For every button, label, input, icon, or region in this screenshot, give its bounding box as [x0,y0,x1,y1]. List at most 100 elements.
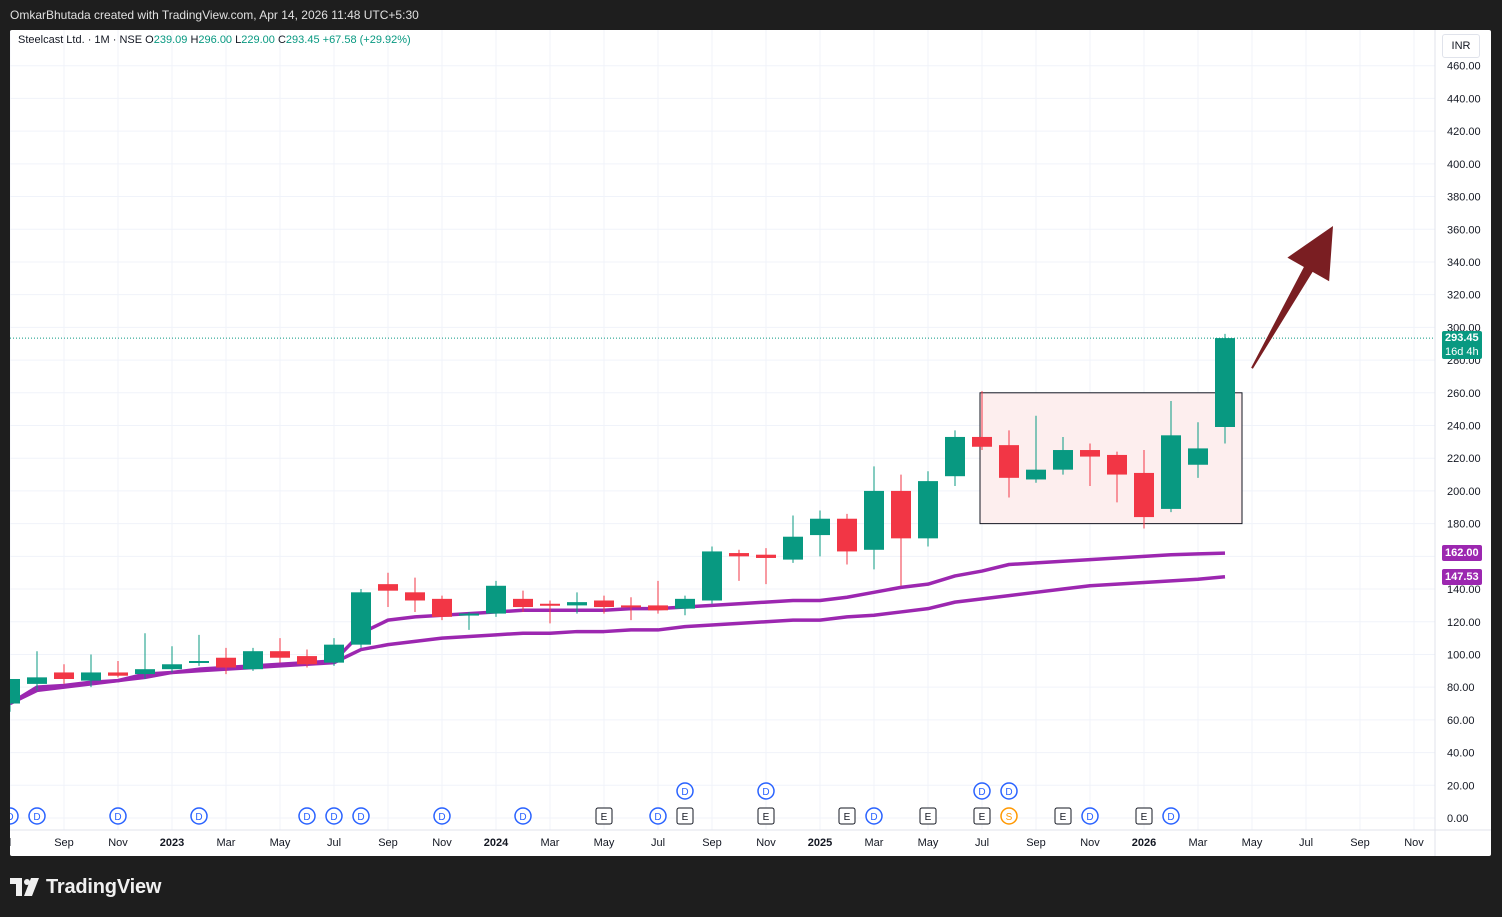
dividend-marker-label: D [195,812,202,823]
candle-body [594,600,614,608]
candle-body [702,551,722,601]
dividend-marker-label: D [870,812,877,823]
earnings-marker [838,807,856,825]
close-label: C [277,34,286,46]
x-tick-label: 2023 [160,837,184,849]
candle-body [378,584,398,591]
tradingview-logo-icon [10,878,39,896]
candle-body [1053,450,1073,470]
dividend-marker [190,807,208,825]
candle-body [216,657,236,668]
ma-upper-tag: 162.00 [1442,545,1482,561]
candle-body [621,605,641,608]
y-tick-label: 120.00 [1447,617,1481,629]
x-tick-label: l [10,837,11,849]
dividend-marker-label: D [762,787,769,798]
candle-body [729,553,749,557]
candle-body [783,536,803,560]
candle-body [486,585,506,614]
dividend-marker-label: D [519,812,526,823]
x-tick-label: Mar [217,837,236,849]
x-tick-label: Jul [975,837,989,849]
y-tick-label: 440.00 [1447,93,1481,105]
x-tick-label: Sep [702,837,722,849]
candle-body [972,436,992,447]
y-tick-label: 0.00 [1447,813,1468,825]
currency-button[interactable]: INR [1442,34,1480,58]
candle-body [1026,469,1046,480]
candle-body [648,605,668,611]
last-price-tag: 293.45 16d 4h [1442,331,1482,359]
earnings-marker [919,807,937,825]
candle-body [162,664,182,670]
dividend-marker-label: D [303,812,310,823]
candle-body [810,518,830,536]
dividend-marker [10,807,19,825]
high-value: 296.00 [198,34,233,46]
low-label: L [235,34,242,46]
y-tick-label: 80.00 [1447,682,1475,694]
candle-body [675,598,695,609]
y-tick-label: 100.00 [1447,649,1481,661]
x-tick-label: May [270,837,291,849]
candle-body [297,656,317,665]
earnings-marker-label: E [844,812,851,823]
candle-body [567,602,587,606]
candle-body [189,661,209,664]
dividend-marker [298,807,316,825]
candle-body [891,490,911,539]
dividend-marker [325,807,343,825]
y-tick-label: 400.00 [1447,159,1481,171]
candle-body [324,644,344,663]
x-tick-label: Sep [54,837,74,849]
x-tick-label: Sep [1026,837,1046,849]
brand-name: TradingView [46,875,162,898]
candle-body [81,672,101,681]
symbol-name: Steelcast Ltd. · 1M · NSE [18,34,143,46]
x-tick-label: Nov [1080,837,1100,849]
dividend-marker [28,807,46,825]
candle-body [1107,454,1127,475]
dividend-marker-label: D [654,812,661,823]
candle-body [27,677,47,684]
x-tick-label: Nov [1404,837,1424,849]
candle-body [1215,338,1235,427]
x-tick-label: Sep [378,837,398,849]
y-tick-label: 360.00 [1447,224,1481,236]
earnings-marker [973,807,991,825]
earnings-marker-label: E [763,812,770,823]
candle-body [1134,472,1154,518]
y-tick-label: 60.00 [1447,715,1475,727]
candle-body [918,481,938,539]
dividend-marker [1162,807,1180,825]
dividend-marker [865,807,883,825]
dividend-marker [649,807,667,825]
dividend-marker [757,782,775,800]
dividend-marker-label: D [1086,812,1093,823]
y-tick-label: 40.00 [1447,748,1475,760]
x-tick-label: Mar [541,837,560,849]
dividend-marker [109,807,127,825]
earnings-marker-label: E [601,812,608,823]
candle-countdown: 16d 4h [1445,346,1479,358]
dividend-marker-label: D [1005,787,1012,798]
candlestick-chart[interactable]: 460.00 440.00 420.00 400.00 380.00 360.00 340.… [10,30,1491,856]
ma-upper-line [10,551,1226,706]
candle-body [459,613,479,616]
ohlc-legend: Steelcast Ltd. · 1M · NSE O239.09 H296.0… [18,34,411,46]
dividend-marker-label: D [978,787,985,798]
candle-body [10,678,20,704]
chart-panel[interactable]: 460.00 440.00 420.00 400.00 380.00 360.00 340.… [10,30,1491,856]
candle-body [1188,448,1208,465]
x-tick-label: 2024 [484,837,509,849]
candle-body [756,554,776,558]
candle-body [405,592,425,601]
y-tick-label: 340.00 [1447,257,1481,269]
dividend-marker [352,807,370,825]
y-tick-label: 220.00 [1447,453,1481,465]
dividend-marker-label: D [114,812,121,823]
candle-body [270,651,290,658]
y-tick-label: 320.00 [1447,290,1481,302]
x-tick-label: May [918,837,939,849]
candle-body [540,603,560,606]
